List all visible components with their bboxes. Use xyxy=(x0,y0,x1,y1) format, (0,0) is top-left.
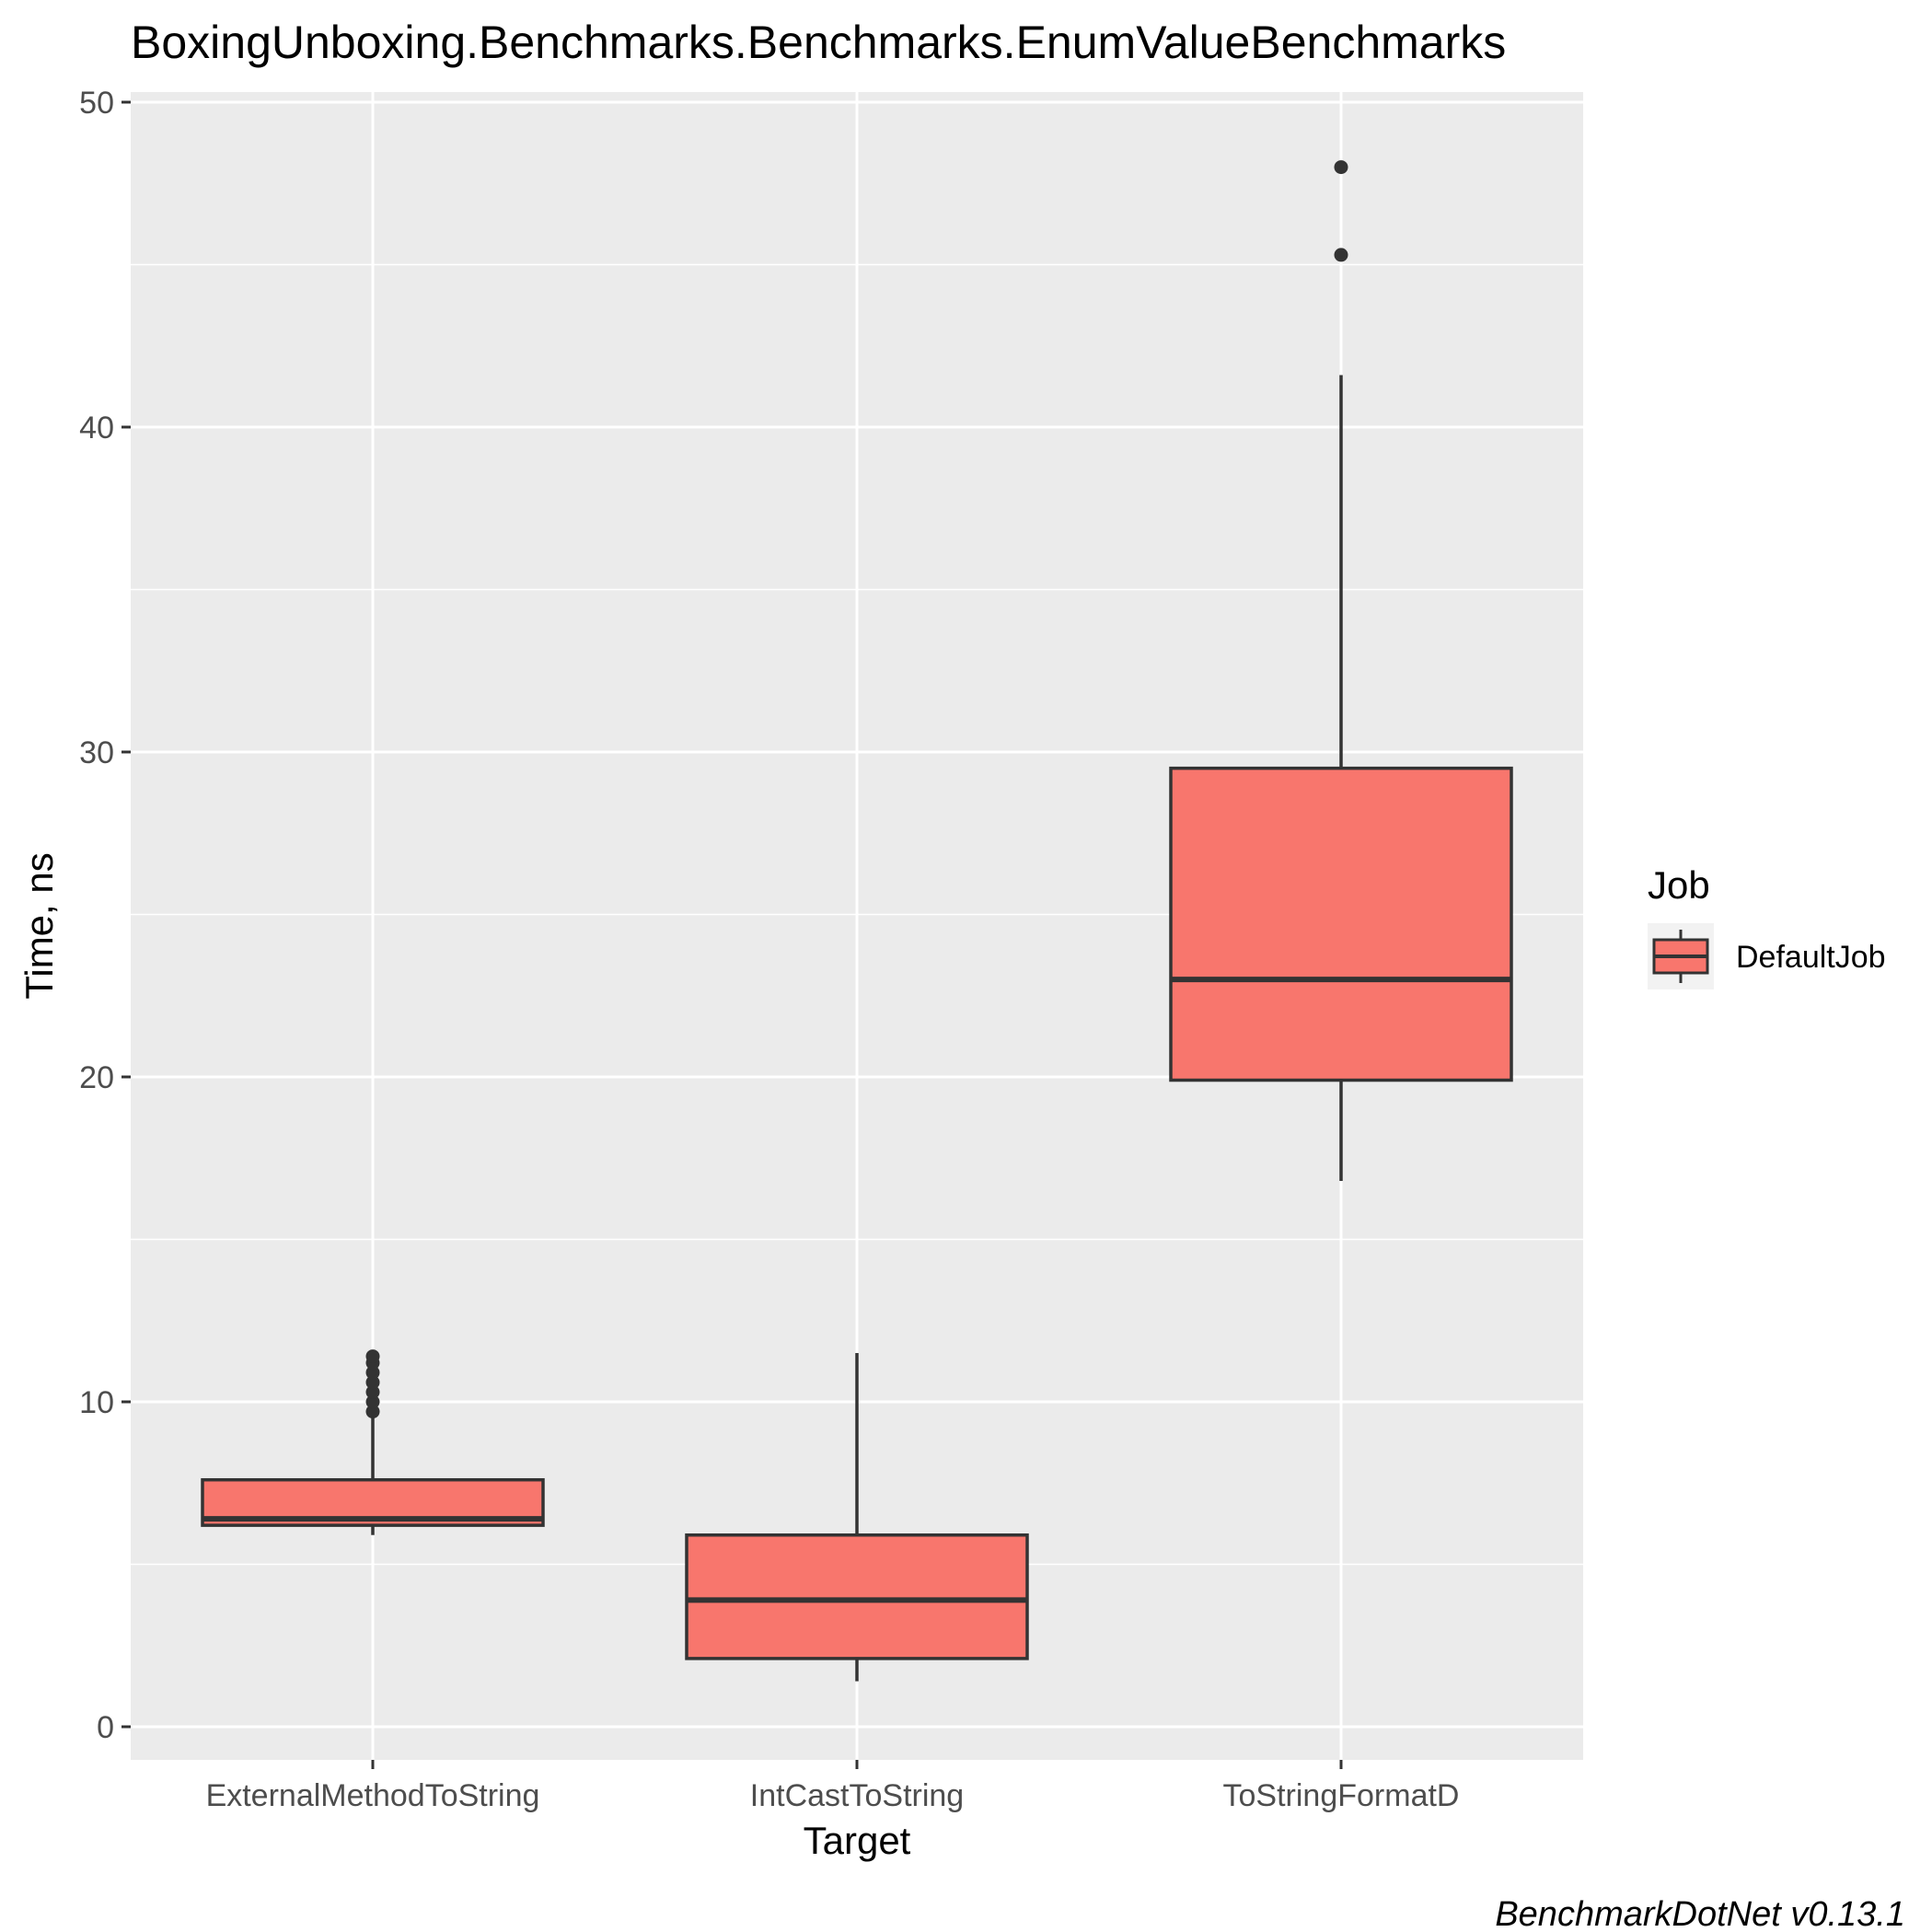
outlier-point xyxy=(365,1405,380,1419)
caption: BenchmarkDotNet v0.13.1 xyxy=(1495,1895,1905,1932)
legend: Job DefaultJob xyxy=(1648,863,1886,989)
outlier-point xyxy=(365,1394,380,1409)
chart-title: BoxingUnboxing.Benchmarks.Benchmarks.Enu… xyxy=(131,17,1506,68)
y-tick-label: 20 xyxy=(79,1060,114,1095)
outlier-point xyxy=(365,1349,380,1364)
outlier-point xyxy=(365,1365,380,1380)
x-tick-label: IntCastToString xyxy=(750,1778,964,1813)
outlier-point xyxy=(1334,248,1348,262)
y-tick-label: 10 xyxy=(79,1385,114,1420)
outlier-point xyxy=(365,1384,380,1399)
x-tick-label: ToStringFormatD xyxy=(1223,1778,1460,1813)
outlier-point xyxy=(1334,160,1348,175)
x-tick-label: ExternalMethodToString xyxy=(206,1778,540,1813)
y-tick-label: 0 xyxy=(97,1710,114,1745)
x-axis: ExternalMethodToString IntCastToString ToS… xyxy=(206,1760,1460,1813)
x-axis-title: Target xyxy=(804,1819,911,1862)
y-axis-title: Time, ns xyxy=(17,852,61,999)
legend-label-defaultjob: DefaultJob xyxy=(1736,940,1886,975)
box-iqr xyxy=(685,1533,1029,1660)
y-tick-label: 50 xyxy=(79,86,114,121)
box-series-defaultjob xyxy=(201,160,1513,1682)
legend-title: Job xyxy=(1648,863,1710,907)
box-externalmethodtostring xyxy=(201,1349,545,1535)
y-tick-label: 40 xyxy=(79,411,114,445)
y-tick-label: 30 xyxy=(79,735,114,770)
box-intcasttostring xyxy=(685,1353,1029,1682)
box-iqr xyxy=(1169,766,1513,1082)
y-axis: 0 10 20 30 40 50 xyxy=(79,86,131,1745)
outlier-point xyxy=(365,1375,380,1390)
box-tostringformatd xyxy=(1169,160,1513,1181)
